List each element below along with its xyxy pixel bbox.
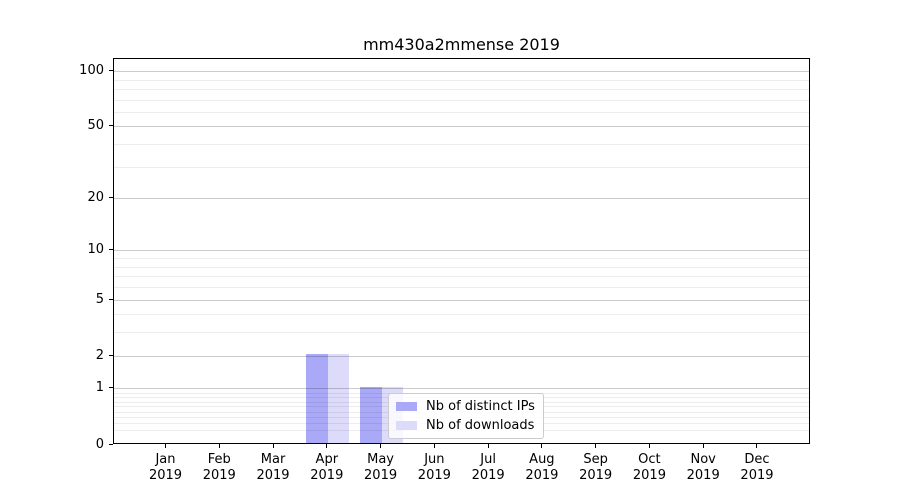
x-tick-mark — [165, 444, 166, 448]
x-tick-label: Mar 2019 — [241, 452, 305, 484]
x-tick-label: Nov 2019 — [671, 452, 735, 484]
legend-row: Nb of distinct IPs — [396, 397, 535, 416]
x-tick-mark — [326, 444, 328, 448]
x-tick-year: 2019 — [740, 468, 774, 483]
x-tick-mark — [218, 444, 220, 448]
x-tick-year: 2019 — [417, 468, 451, 483]
x-tick-mark — [487, 444, 489, 448]
y-tick-mark — [109, 70, 113, 72]
y-tick-label: 100 — [79, 63, 104, 79]
x-tick-month: Sep — [583, 452, 608, 467]
x-tick-label: Jun 2019 — [402, 452, 466, 484]
x-tick-month: Nov — [690, 452, 716, 467]
x-tick-label: Dec 2019 — [725, 452, 789, 484]
x-tick-mark — [702, 444, 704, 448]
x-tick-month: Mar — [260, 452, 286, 467]
x-tick-month: Aug — [529, 452, 555, 467]
x-tick-month: Jan — [155, 452, 176, 467]
x-tick-label: May 2019 — [349, 452, 413, 484]
x-tick-month: May — [367, 452, 395, 467]
y-tick-label: 10 — [87, 242, 104, 258]
legend: Nb of distinct IPs Nb of downloads — [388, 393, 544, 439]
x-tick-year: 2019 — [148, 468, 183, 483]
x-tick-mark — [380, 444, 382, 448]
legend-label: Nb of distinct IPs — [426, 399, 535, 414]
x-tick-year: 2019 — [579, 468, 613, 483]
x-tick-month: Dec — [744, 452, 770, 467]
bar-apr-distinct-ips — [306, 354, 328, 443]
x-tick-mark — [595, 444, 597, 448]
y-tick-mark — [109, 387, 113, 389]
x-tick-mark — [756, 444, 758, 448]
x-tick-label: Aug 2019 — [510, 452, 574, 484]
y-tick-mark — [109, 197, 113, 199]
x-tick-year: 2019 — [256, 468, 290, 483]
x-tick-mark — [541, 444, 543, 448]
y-tick-label: 0 — [95, 436, 104, 452]
x-tick-mark — [272, 444, 274, 448]
x-tick-mark — [433, 444, 435, 448]
y-tick-label: 50 — [87, 118, 104, 134]
y-tick-label: 2 — [95, 347, 104, 363]
x-tick-year: 2019 — [686, 468, 720, 483]
x-tick-month: Jun — [424, 452, 445, 467]
legend-row: Nb of downloads — [396, 416, 535, 435]
chart-title: mm430a2mmense 2019 — [363, 35, 560, 54]
bars-layer — [114, 59, 809, 443]
x-tick-year: 2019 — [525, 468, 559, 483]
legend-swatch-downloads — [396, 421, 417, 430]
y-tick-mark — [109, 443, 113, 445]
x-tick-label: Oct 2019 — [617, 452, 681, 484]
x-tick-month: Feb — [207, 452, 231, 467]
x-tick-year: 2019 — [310, 468, 344, 483]
y-tick-label: 20 — [87, 190, 104, 206]
x-tick-year: 2019 — [471, 468, 505, 483]
x-tick-label: Sep 2019 — [564, 452, 628, 484]
legend-label: Nb of downloads — [426, 418, 535, 433]
y-tick-mark — [109, 125, 113, 127]
bar-apr-downloads — [327, 354, 350, 443]
x-tick-month: Apr — [315, 452, 339, 467]
x-tick-year: 2019 — [202, 468, 236, 483]
x-tick-month: Oct — [638, 452, 661, 467]
x-tick-label: Feb 2019 — [187, 452, 251, 484]
x-tick-label: Jan 2019 — [134, 452, 198, 484]
x-tick-label: Apr 2019 — [295, 452, 359, 484]
y-tick-label: 5 — [95, 291, 104, 307]
x-tick-year: 2019 — [364, 468, 398, 483]
y-tick-label: 1 — [95, 380, 104, 396]
x-tick-label: Jul 2019 — [456, 452, 520, 484]
y-tick-mark — [109, 298, 113, 300]
plot-area: Nb of distinct IPs Nb of downloads — [113, 58, 810, 444]
x-tick-mark — [648, 444, 650, 448]
y-tick-mark — [109, 249, 113, 251]
legend-swatch-distinct-ips — [396, 402, 417, 411]
x-tick-month: Jul — [480, 452, 496, 467]
x-tick-year: 2019 — [632, 468, 666, 483]
bar-may-distinct-ips — [360, 386, 382, 443]
y-tick-mark — [109, 354, 113, 356]
